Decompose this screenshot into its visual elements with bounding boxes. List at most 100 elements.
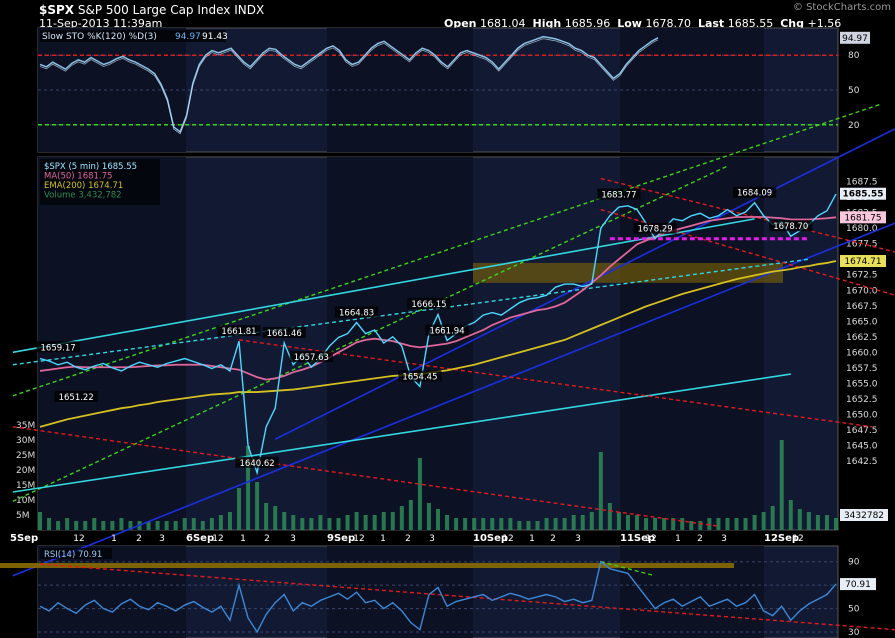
- volume-tick-label: 15M: [16, 481, 35, 491]
- x-tick-label: 2: [136, 534, 142, 544]
- price-tick-label: 1647.5: [846, 426, 878, 436]
- x-tick-label: 12: [353, 534, 364, 544]
- last-value-badge: [840, 211, 886, 224]
- volume-bar: [824, 515, 829, 530]
- sto-last-badge: [840, 31, 870, 44]
- volume-bar: [291, 515, 296, 530]
- volume-bar: [182, 518, 187, 530]
- volume-bar: [734, 518, 739, 530]
- volume-bar: [38, 512, 42, 530]
- blue-channel-upper: [12, 222, 895, 577]
- volume-bar: [779, 440, 784, 530]
- volume-bar: [164, 521, 169, 530]
- volume-bar: [788, 500, 793, 530]
- annotation-bg: [732, 186, 777, 198]
- volume-bar: [209, 518, 214, 530]
- price-tick-label: 1672.5: [846, 271, 878, 281]
- annotation-label: 1651.22: [59, 393, 94, 403]
- legend-item-0: $SPX (5 min) 1685.55: [44, 162, 137, 172]
- volume-bar: [680, 518, 685, 530]
- volume-bar: [273, 506, 278, 530]
- annotation-label: 1678.70: [773, 222, 808, 232]
- volume-bar: [625, 515, 630, 530]
- chart-datetime: 11-Sep-2013 11:39am: [39, 17, 163, 30]
- annotation-label: 1684.09: [737, 189, 772, 199]
- legend-item-3: Volume 3,432,782: [44, 191, 122, 201]
- volume-bar: [671, 518, 676, 530]
- index-name: S&P 500 Large Cap Index: [77, 3, 231, 17]
- annotation-bg: [36, 341, 80, 353]
- sto-legend-k: 94.97: [175, 32, 201, 42]
- volume-bar: [797, 509, 802, 530]
- x-tick-label: 12: [73, 534, 84, 544]
- volume-bar: [417, 458, 422, 530]
- volume-bar: [173, 521, 178, 530]
- sto-d-line: [39, 38, 659, 135]
- volume-bar: [408, 500, 413, 530]
- volume-bar: [218, 515, 223, 530]
- rsi-last-label: 70.91: [845, 580, 871, 590]
- volume-bar: [463, 518, 468, 530]
- sto-legend-bg: [40, 30, 226, 42]
- annotation-label: 1678.29: [638, 225, 673, 235]
- volume-tick-label: 10M: [16, 496, 35, 506]
- volume-bar: [535, 521, 540, 530]
- x-tick-label: 3: [290, 534, 296, 544]
- price-tick-label: 1680.0: [846, 224, 878, 234]
- volume-bar: [101, 521, 106, 530]
- annotation-bg: [217, 325, 261, 337]
- red-downtrend-mid: [238, 339, 873, 428]
- volume-bar: [707, 518, 712, 530]
- price-tick-label: 1650.0: [846, 410, 878, 420]
- x-tick-label: 3: [575, 534, 581, 544]
- x-tick-label: 2: [697, 534, 703, 544]
- volume-bar: [110, 521, 115, 530]
- x-tick-label: 1: [111, 534, 117, 544]
- x-tick-label: 11Sep: [620, 533, 655, 544]
- green-channel-upper: [12, 103, 882, 397]
- volume-bar: [336, 518, 341, 530]
- symbol: $SPX: [39, 3, 75, 17]
- volume-bar: [56, 521, 61, 530]
- volume-bar: [227, 512, 232, 530]
- session-band: [327, 546, 473, 638]
- volume-bar: [155, 521, 160, 530]
- volume-bar: [598, 452, 603, 530]
- volume-bar: [372, 515, 377, 530]
- price-tick-label: 1657.5: [846, 364, 878, 374]
- annotation-label: 1654.45: [402, 372, 437, 382]
- volume-bar: [318, 515, 323, 530]
- annotation-label: 1666.15: [411, 300, 446, 310]
- volume-bar: [246, 446, 251, 530]
- annotation-label: 1661.81: [221, 327, 256, 337]
- annotation-label: 1657.63: [294, 353, 329, 363]
- annotation-bg: [398, 370, 442, 382]
- cyan-trend-dashed: [12, 258, 809, 366]
- annotation-bg: [407, 297, 451, 309]
- volume-bar: [770, 506, 775, 530]
- price-tick-label: 1665.0: [846, 317, 878, 327]
- volume-bar: [381, 512, 386, 530]
- volume-bar: [635, 515, 639, 530]
- volume-tick-label: 30M: [16, 436, 35, 446]
- sto-tick-label: 80: [848, 51, 860, 61]
- volume-last-badge: [840, 509, 888, 521]
- volume-bar: [255, 482, 260, 530]
- legend-item-1: MA(50) 1681.75: [44, 172, 112, 182]
- volume-bar: [806, 512, 811, 530]
- green-channel-lower: [12, 165, 728, 502]
- x-tick-label: 12: [212, 534, 223, 544]
- x-tick-label: 9Sep: [327, 533, 355, 544]
- price-tick-label: 1645.0: [846, 441, 878, 451]
- sto-k-line: [39, 35, 659, 133]
- volume-bar: [499, 518, 504, 530]
- volume-bar: [815, 515, 820, 530]
- volume-bar: [490, 518, 495, 530]
- x-tick-label: 10Sep: [473, 533, 508, 544]
- volume-bar: [761, 512, 766, 530]
- exchange: INDX: [234, 3, 265, 17]
- last-value-badge: [840, 255, 886, 268]
- annotation-bg: [633, 222, 677, 234]
- volume-bar: [508, 518, 513, 530]
- volume-bar: [128, 521, 133, 530]
